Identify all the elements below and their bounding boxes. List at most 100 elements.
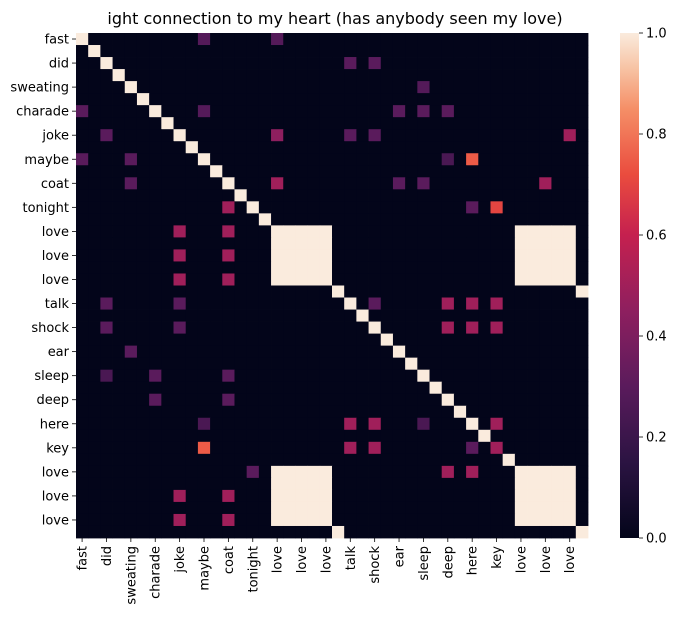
heatmap-cell — [149, 345, 162, 359]
heatmap-cell — [246, 165, 260, 178]
heatmap-cell — [246, 105, 260, 118]
heatmap-cell — [344, 513, 357, 527]
heatmap-cell — [405, 213, 418, 226]
heatmap-cell — [466, 117, 479, 130]
heatmap-cell — [197, 285, 211, 298]
heatmap-cell — [466, 57, 479, 70]
x-tick-label: key — [490, 546, 505, 569]
heatmap-cell — [124, 381, 138, 395]
heatmap-cell — [234, 129, 248, 142]
heatmap-cell — [88, 153, 101, 166]
heatmap-cell — [344, 477, 357, 491]
heatmap-cell — [197, 333, 211, 347]
heatmap-cell — [478, 105, 491, 118]
heatmap-cell — [307, 129, 321, 142]
x-tick-label: maybe — [198, 546, 213, 591]
x-tick-label: did — [100, 546, 115, 566]
heatmap-cell — [222, 477, 235, 491]
heatmap-cell — [149, 69, 162, 82]
heatmap-cell — [453, 405, 467, 419]
heatmap-cell — [100, 261, 113, 274]
heatmap-cell — [197, 309, 211, 322]
heatmap-cell — [405, 249, 418, 262]
heatmap-cell — [405, 429, 418, 443]
heatmap-cell — [429, 489, 443, 503]
heatmap-cell — [453, 465, 467, 479]
heatmap-cell — [429, 309, 443, 322]
heatmap-cell — [539, 165, 552, 178]
heatmap-cell — [527, 513, 540, 527]
heatmap-cell — [258, 285, 272, 298]
heatmap-cell — [307, 69, 321, 82]
heatmap-cell — [271, 201, 284, 214]
heatmap-cell — [429, 273, 443, 286]
heatmap-cell — [392, 81, 406, 94]
heatmap-cell — [173, 141, 187, 154]
heatmap-cell — [136, 369, 150, 383]
heatmap-cell — [368, 69, 382, 82]
heatmap-cell — [405, 105, 418, 118]
heatmap-cell — [76, 333, 89, 347]
heatmap-cell — [332, 201, 345, 214]
heatmap-cell — [307, 261, 321, 274]
heatmap-cell — [344, 225, 357, 238]
heatmap-cell — [161, 201, 174, 214]
heatmap-cell — [478, 261, 491, 274]
heatmap-cell — [563, 345, 577, 359]
heatmap-cell — [527, 501, 540, 515]
heatmap-cell — [514, 273, 528, 286]
heatmap-cell — [234, 333, 248, 347]
heatmap-cell — [197, 393, 211, 407]
heatmap-cell — [161, 369, 174, 383]
heatmap-cell — [551, 45, 565, 58]
heatmap-cell — [344, 189, 357, 202]
heatmap-cell — [490, 129, 504, 142]
heatmap-cell — [490, 417, 504, 431]
heatmap-cell — [332, 225, 345, 238]
heatmap-cell — [344, 117, 357, 130]
heatmap-cell — [246, 33, 260, 46]
heatmap-cell — [271, 381, 284, 395]
heatmap-cell — [356, 417, 369, 431]
heatmap-cell — [112, 357, 126, 371]
heatmap-cell — [417, 525, 430, 539]
heatmap-cell — [124, 357, 138, 371]
heatmap-cell — [319, 429, 333, 443]
heatmap-cell — [478, 309, 491, 322]
heatmap-cell — [271, 105, 284, 118]
heatmap-cell — [197, 177, 211, 190]
heatmap-cell — [332, 105, 345, 118]
heatmap-cell — [124, 525, 138, 539]
heatmap-cell — [453, 453, 467, 467]
heatmap-cell — [234, 393, 248, 407]
colorbar-tick-label: 0.4 — [646, 330, 667, 345]
heatmap-cell — [307, 489, 321, 503]
heatmap-cell — [392, 285, 406, 298]
heatmap-cell — [173, 273, 187, 286]
heatmap-cell — [100, 273, 113, 286]
heatmap-cell — [246, 57, 260, 70]
heatmap-cell — [575, 381, 589, 395]
heatmap-cell — [307, 477, 321, 491]
heatmap-cell — [514, 105, 528, 118]
heatmap-cell — [149, 489, 162, 503]
heatmap-cell — [197, 117, 211, 130]
heatmap-cell — [478, 81, 491, 94]
heatmap-cell — [136, 525, 150, 539]
heatmap-cell — [88, 225, 101, 238]
heatmap-cell — [258, 321, 272, 334]
heatmap-cell — [295, 381, 309, 395]
heatmap-cell — [88, 417, 101, 431]
heatmap-cell — [575, 261, 589, 274]
heatmap-cell — [100, 117, 113, 130]
heatmap-cell — [100, 225, 113, 238]
heatmap-cell — [380, 141, 394, 154]
heatmap-cell — [429, 105, 443, 118]
heatmap-cell — [466, 333, 479, 347]
heatmap-cell — [380, 129, 394, 142]
heatmap-cell — [161, 69, 174, 82]
heatmap-cell — [307, 285, 321, 298]
heatmap-cell — [185, 249, 199, 262]
heatmap-cell — [527, 477, 540, 491]
heatmap-cell — [234, 465, 248, 479]
